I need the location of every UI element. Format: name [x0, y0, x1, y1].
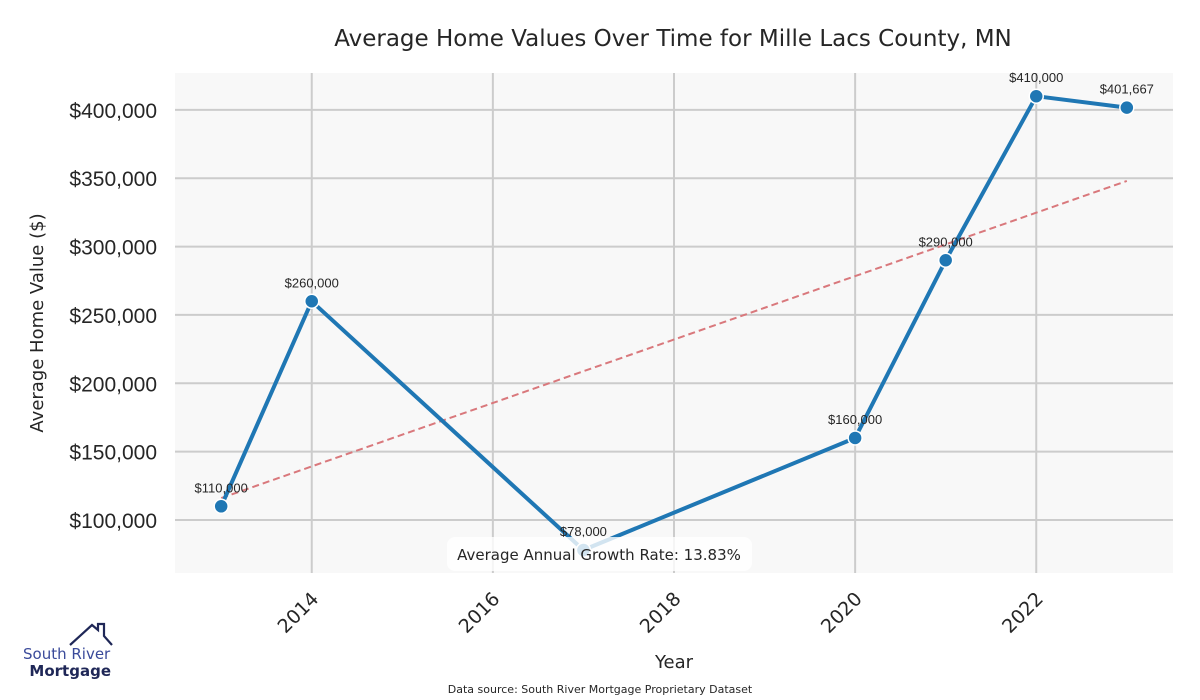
data-point: [303, 293, 320, 310]
x-tick-label: 2022: [998, 588, 1048, 638]
x-tick-label: 2016: [455, 588, 505, 638]
data-point: [847, 430, 863, 446]
gridlines: [175, 73, 1173, 573]
chart-title: Average Home Values Over Time for Mille …: [334, 26, 1012, 52]
x-axis-label: Year: [654, 652, 694, 673]
logo-text-line1: South River: [23, 645, 111, 663]
trend-line: [220, 180, 1128, 500]
growth-rate-box: [447, 537, 752, 571]
data-label: $78,000: [560, 524, 607, 539]
logo-text-line2: Mortgage: [29, 662, 111, 680]
logo: South River Mortgage: [23, 622, 113, 680]
y-axis-ticks: $100,000 $150,000 $200,000 $250,000 $300,000…: [69, 100, 157, 533]
data-source: Data source: South River Mortgage Propri…: [448, 683, 753, 696]
x-tick-label: 2014: [274, 588, 324, 638]
growth-rate-annotation: Average Annual Growth Rate: 13.83%: [447, 537, 752, 571]
y-tick-label: $100,000: [69, 510, 157, 533]
data-label: $110,000: [195, 480, 248, 495]
data-point: [1119, 99, 1135, 116]
data-label: $260,000: [285, 275, 339, 290]
x-tick-label: 2018: [636, 588, 686, 638]
trendline: [220, 180, 1128, 500]
growth-rate-text: Average Annual Growth Rate: 13.83%: [457, 546, 741, 564]
data-point: [937, 252, 954, 269]
data-label: $160,000: [828, 412, 882, 427]
x-tick-label: 2020: [817, 588, 867, 638]
y-tick-label: $300,000: [69, 237, 157, 260]
y-tick-label: $200,000: [69, 373, 157, 396]
y-tick-label: $250,000: [69, 305, 157, 328]
data-label: $290,000: [919, 234, 973, 249]
data-labels: $110,000 $260,000 $78,000 $160,000 $290,000 $…: [195, 70, 1154, 539]
y-axis-label: Average Home Value ($): [27, 213, 48, 432]
y-tick-label: $350,000: [69, 168, 157, 191]
y-tick-label: $400,000: [69, 100, 157, 123]
data-label: $401,667: [1100, 82, 1154, 97]
data-point: [213, 498, 229, 515]
x-axis-ticks: 2014 2016 2018 2020 2022: [274, 588, 1048, 638]
data-point: [1028, 88, 1045, 104]
logo-house-icon: [69, 622, 113, 646]
y-tick-label: $150,000: [69, 442, 157, 465]
data-label: $410,000: [1009, 70, 1063, 85]
